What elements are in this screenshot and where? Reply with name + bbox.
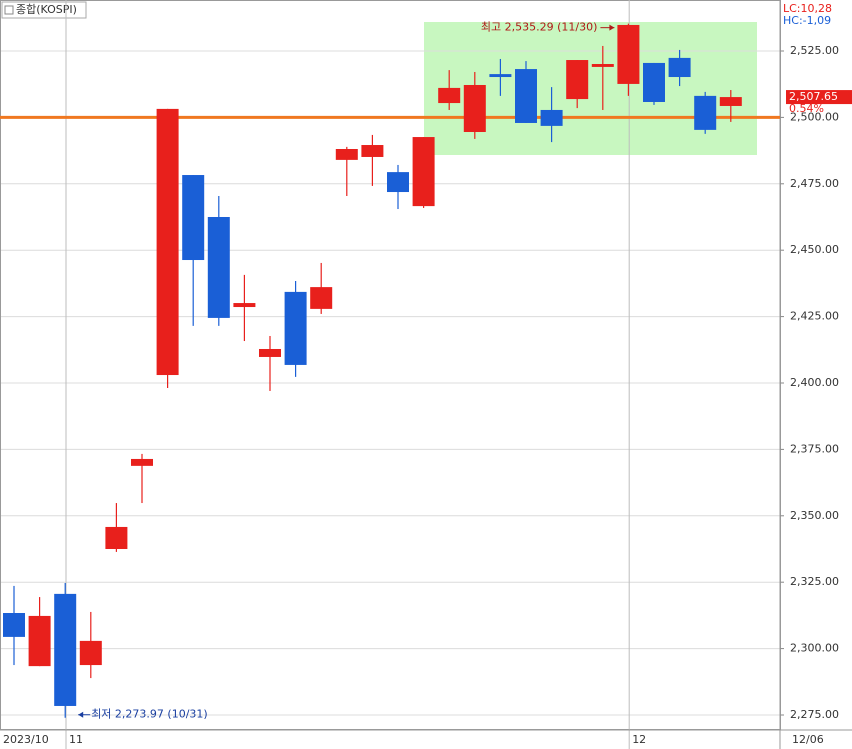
candle-body [668,57,691,78]
candle-body [156,108,179,376]
y-tick-label: 2,375.00 [790,442,839,455]
y-tick-label: 2,325.00 [790,575,839,588]
y-tick-label: 2,425.00 [790,310,839,323]
candle-body [335,149,358,160]
candle-body [284,291,307,365]
candle-body [540,109,563,126]
y-tick-label: 2,525.00 [790,44,839,57]
candle-body [310,287,333,309]
last-price-box [786,90,852,105]
candle-body [3,613,25,637]
annotation-arrowhead [78,711,84,718]
legend-box [1,1,87,19]
legend-label: 종합(KOSPI) [16,3,77,16]
candle-body [361,145,384,157]
x-tick-label: 2023/10 [3,733,49,746]
candle-body [566,60,589,100]
candle-body [489,74,512,78]
max-annotation: 최고 2,535.29 (11/30) [481,21,598,34]
candle-body [591,64,614,67]
candle-body [131,458,153,466]
candle-body [643,62,665,102]
legend: 종합(KOSPI) [1,1,87,19]
x-tick-label: 12 [632,733,646,746]
y-tick-label: 2,300.00 [790,642,839,655]
candle-body [105,526,128,549]
min-annotation: 최저 2,273.97 (10/31) [91,708,208,721]
candle-body [182,175,205,261]
x-tick-label: 11 [69,733,83,746]
candle-body [233,303,256,308]
candle-body [79,640,102,666]
y-tick-label: 2,475.00 [790,177,839,190]
last-price-label: 2,507.65 [789,90,838,103]
candle-body [28,615,51,667]
y-tick-label: 2,275.00 [790,708,839,721]
y-tick-label: 2,400.00 [790,376,839,389]
candle-body [694,95,717,130]
candle-body [54,593,77,706]
legend-icon [4,5,14,15]
lc-label: LC:10,28 [783,2,832,15]
y-tick-label: 2,450.00 [790,243,839,256]
candle-body [387,172,409,193]
candle-body [259,348,281,357]
candle-body [463,84,486,133]
candle-body [412,137,435,207]
candle-body [719,97,742,106]
change-label: 0.54% [789,102,824,115]
candle-body [438,87,461,104]
candle-body [617,24,640,84]
y-tick-label: 2,350.00 [790,509,839,522]
hc-label: HC:-1,09 [783,14,831,27]
candle-body [515,69,537,123]
annotation-arrowhead [609,24,615,31]
x-tick-label: 12/06 [792,733,824,746]
candle-body [207,216,230,318]
y-tick-label: 2,500.00 [790,110,839,123]
